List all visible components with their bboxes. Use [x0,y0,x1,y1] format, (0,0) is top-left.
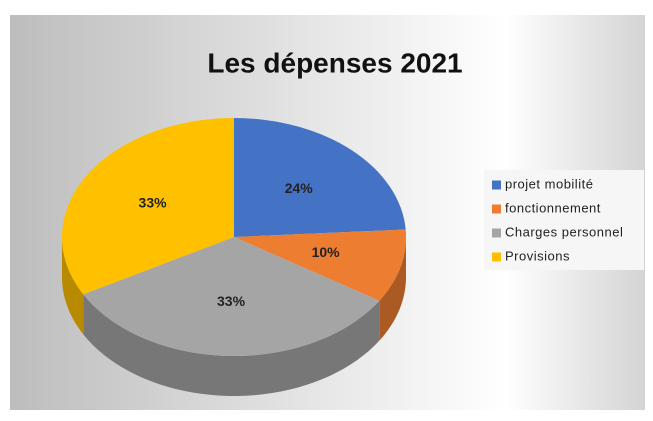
legend-swatch [492,228,501,238]
slice [83,237,380,356]
slice [234,118,406,237]
slice-side [83,294,380,396]
legend-swatch [492,204,501,214]
data-label: 10% [312,244,341,260]
slice [234,229,406,301]
slice [62,118,234,295]
legend-label: projet mobilité [505,176,593,191]
slice-side [62,237,84,335]
legend-box [484,170,644,270]
legend-label: Provisions [505,248,570,263]
legend-swatch [492,180,501,190]
legend-label: Charges personnel [505,224,623,239]
legend-swatch [492,252,501,262]
data-label: 33% [139,194,168,210]
legend-label: fonctionnement [505,200,601,215]
slice-side [379,237,406,341]
data-label: 33% [217,293,246,309]
chart-title: Les dépenses 2021 [207,47,462,78]
data-label: 24% [285,180,314,196]
